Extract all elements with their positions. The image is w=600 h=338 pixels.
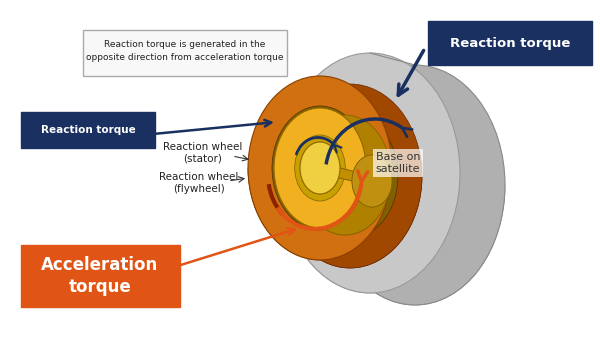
Ellipse shape	[295, 135, 346, 201]
Polygon shape	[300, 168, 392, 207]
Text: Acceleration
torque: Acceleration torque	[41, 256, 158, 296]
Text: Reaction wheel
(flywheel): Reaction wheel (flywheel)	[160, 172, 239, 194]
Ellipse shape	[300, 142, 340, 194]
Ellipse shape	[352, 155, 392, 207]
Text: Reaction wheel
(stator): Reaction wheel (stator)	[163, 142, 242, 164]
Ellipse shape	[278, 84, 422, 268]
Ellipse shape	[325, 65, 505, 305]
Polygon shape	[274, 168, 391, 235]
Ellipse shape	[274, 108, 366, 228]
Ellipse shape	[272, 106, 368, 230]
FancyBboxPatch shape	[83, 30, 287, 76]
Text: Reaction torque: Reaction torque	[450, 37, 570, 49]
Text: Reaction torque: Reaction torque	[41, 125, 136, 135]
Polygon shape	[280, 173, 505, 305]
Ellipse shape	[302, 114, 398, 238]
Polygon shape	[248, 168, 422, 268]
Ellipse shape	[299, 115, 391, 235]
Text: Reaction torque is generated in the
opposite direction from acceleration torque: Reaction torque is generated in the oppo…	[86, 40, 284, 62]
Polygon shape	[272, 168, 398, 238]
Text: Base on
satellite: Base on satellite	[376, 152, 420, 174]
FancyBboxPatch shape	[21, 112, 155, 148]
Ellipse shape	[280, 53, 460, 293]
FancyBboxPatch shape	[428, 21, 592, 65]
FancyBboxPatch shape	[20, 245, 179, 307]
Ellipse shape	[248, 76, 392, 260]
Polygon shape	[300, 142, 392, 181]
